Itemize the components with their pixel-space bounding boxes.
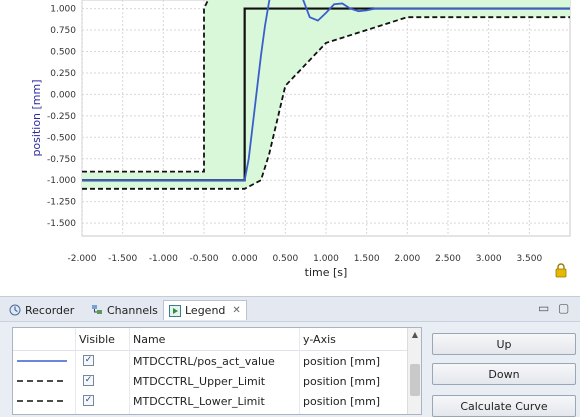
y-tick-labels: 1.000 0.750 0.500 0.250 0.000 -0.250 -0.500 -0.… [47,5,76,230]
lock-icon[interactable] [555,263,567,278]
tab-recorder[interactable]: Recorder [4,300,79,320]
x-tick-label: 2.000 [394,254,420,264]
visible-checkbox[interactable]: ✓ [83,355,94,366]
tab-legend[interactable]: Legend ✕ [163,300,247,320]
channel-name: MTDCCTRL_Upper_Limit [133,375,266,388]
x-tick-label: 1.500 [354,254,380,264]
col-header-visible[interactable]: Visible [79,333,115,346]
y-tick-label: -1.250 [47,198,76,208]
legend-table: Visible Name y-Axis ✓ MTDCCTRL/pos_act_v… [12,327,422,415]
x-axis-label: time [s] [305,266,348,279]
visible-checkbox[interactable]: ✓ [83,375,94,386]
table-header: Visible Name y-Axis [13,328,407,351]
tab-channels-label: Channels [107,303,158,317]
table-scrollbar[interactable]: ▲ [407,328,421,414]
x-tick-label: 0.500 [272,254,298,264]
down-button[interactable]: Down [432,363,576,385]
series-line-mtdcctrl-upper-limit [82,0,210,173]
up-button[interactable]: Up [432,333,576,355]
maximize-icon[interactable]: ▢ [558,301,570,315]
y-tick-label: -1.000 [47,176,76,186]
x-tick-label: 2.500 [435,254,461,264]
x-tick-label: 3.000 [476,254,502,264]
channel-yaxis: position [mm] [303,395,381,408]
table-row[interactable]: ✓ MTDCCTRL_Upper_Limit position [mm] [13,371,407,391]
y-tick-label: 0.750 [50,26,76,36]
scroll-up-arrow-icon[interactable]: ▲ [411,330,419,339]
tab-channels[interactable]: Channels [86,300,163,320]
series-line-mtdcctrl-pos-act-value [82,0,570,182]
tab-legend-label: Legend [185,304,226,317]
x-tick-label: -1.500 [108,254,137,264]
channel-name: MTDCCTRL_Lower_Limit [133,395,265,408]
y-tick-label: -0.250 [47,112,76,122]
scrollbar-thumb[interactable] [410,364,420,396]
x-tick-label: -0.500 [189,254,218,264]
series-line-mtdcctrl-lower-limit [82,16,570,190]
y-tick-label: 0.250 [50,69,76,79]
x-tick-label: 0.000 [232,254,258,264]
close-icon[interactable]: ✕ [232,305,241,316]
y-tick-label: 0.000 [50,90,76,100]
y-tick-label: -1.500 [47,219,76,229]
view-tab-bar: Recorder Channels Legend ✕ ▭ ▢ [0,297,580,322]
legend-view-panel: Recorder Channels Legend ✕ ▭ ▢ Visible N… [0,296,580,417]
channel-yaxis: position [mm] [303,375,381,388]
table-row[interactable]: ✓ MTDCCTRL/pos_act_value position [mm] [13,351,407,371]
channel-name: MTDCCTRL/pos_act_value [133,355,275,368]
recorder-icon [9,304,21,316]
x-tick-label: -1.000 [149,254,178,264]
channel-yaxis: position [mm] [303,355,381,368]
minimize-icon[interactable]: ▭ [538,301,550,315]
col-header-name[interactable]: Name [133,333,166,346]
y-tick-label: 0.500 [50,47,76,57]
column-divider [299,328,300,414]
visible-checkbox[interactable]: ✓ [83,395,94,406]
table-row[interactable]: ✓ MTDCCTRL_Lower_Limit position [mm] [13,391,407,411]
y-tick-label: -0.750 [47,155,76,165]
line-style-swatch [17,400,67,402]
x-tick-label: -2.000 [67,254,96,264]
x-tick-labels: -2.000 -1.500 -1.000 -0.500 0.000 0.500 1.000 1… [67,254,542,264]
legend-icon [169,304,181,317]
chart-panel: -2.000 -1.500 -1.000 -0.500 0.000 0.500 1.000 1… [30,0,571,279]
x-tick-label: 1.000 [313,254,339,264]
column-divider [129,328,130,414]
x-tick-label: 3.500 [516,254,542,264]
y-axis-label: position [mm] [30,79,43,156]
series-lines [82,0,570,190]
col-header-yaxis[interactable]: y-Axis [303,333,336,346]
calculate-curve-button[interactable]: Calculate Curve [432,395,576,417]
tab-recorder-label: Recorder [25,303,75,317]
chart-svg: -2.000 -1.500 -1.000 -0.500 0.000 0.500 1.000 1… [30,0,571,279]
line-style-swatch [17,380,67,382]
y-tick-label: 1.000 [50,5,76,15]
y-tick-label: -0.500 [47,133,76,143]
column-divider [75,328,76,414]
channels-icon [92,305,102,314]
line-style-swatch [17,360,67,362]
